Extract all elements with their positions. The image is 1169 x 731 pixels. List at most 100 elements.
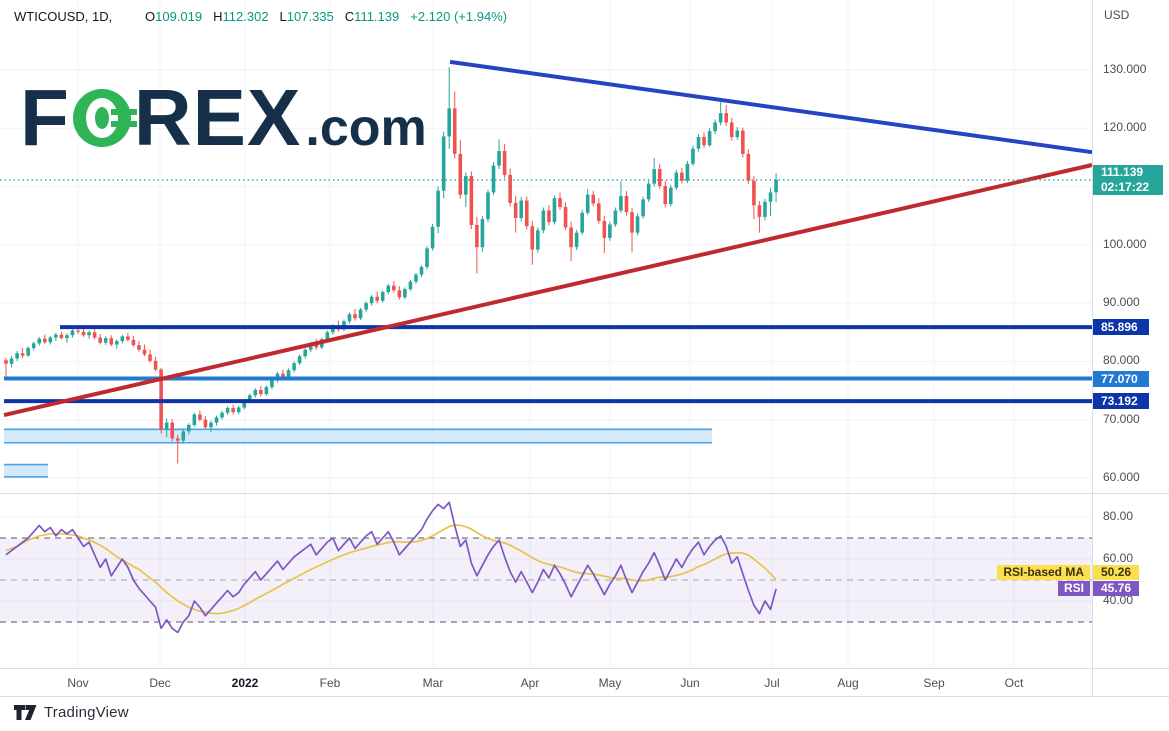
candle	[386, 285, 391, 293]
candle	[120, 336, 125, 342]
candle	[403, 289, 407, 298]
month-label-2022: 2022	[231, 676, 259, 690]
candle	[137, 345, 141, 350]
level-badge-85896: 85.896	[1093, 319, 1149, 336]
candle	[480, 219, 485, 248]
last-price-value: 111.139	[1101, 164, 1144, 179]
candle	[508, 174, 512, 203]
candle	[574, 232, 579, 248]
month-label-jun: Jun	[680, 676, 700, 690]
close-readout: C111.139	[345, 9, 399, 24]
candle	[164, 422, 169, 430]
candle	[469, 176, 474, 226]
candle	[741, 130, 745, 154]
candle	[657, 169, 662, 186]
open-value: 109.019	[155, 9, 203, 24]
high-value: 112.302	[222, 9, 269, 24]
forex-logo-f: F	[20, 73, 70, 162]
candle	[768, 192, 773, 202]
candle	[646, 183, 651, 200]
descending-resistance-trendline[interactable]	[449, 59, 1093, 155]
candle	[718, 113, 723, 123]
candle	[81, 331, 86, 336]
candle	[236, 407, 241, 413]
candle	[15, 353, 19, 359]
candle	[109, 338, 114, 345]
candle	[696, 137, 701, 149]
symbol-title[interactable]: WTICOUSD, 1D,	[14, 9, 113, 24]
month-label-jul: Jul	[764, 676, 780, 690]
month-label-feb: Feb	[319, 676, 341, 690]
candle	[142, 349, 147, 355]
candle	[608, 224, 612, 238]
candle	[447, 108, 451, 137]
candle	[270, 380, 274, 388]
low-label: L	[279, 9, 287, 24]
candle	[392, 285, 396, 291]
candle	[87, 332, 91, 336]
candle	[630, 212, 634, 233]
candle	[547, 210, 551, 223]
candle	[264, 387, 269, 395]
close-label: C	[344, 9, 355, 24]
candle	[552, 198, 557, 223]
candle	[131, 339, 136, 346]
open-label: O	[145, 9, 156, 24]
candle	[375, 296, 379, 301]
ascending-support-trendline[interactable]	[3, 163, 1093, 418]
candle	[452, 108, 457, 154]
candle	[347, 314, 352, 322]
high-label: H	[213, 9, 223, 24]
month-label-dec: Dec	[149, 676, 171, 690]
candle	[48, 337, 53, 343]
candle	[724, 113, 728, 123]
level-badge-73192: 73.192	[1093, 393, 1149, 410]
candle	[9, 358, 14, 364]
tradingview-attribution[interactable]: TradingView	[14, 704, 129, 721]
candle	[524, 200, 529, 227]
month-label-aug: Aug	[837, 676, 859, 690]
candle	[303, 349, 307, 357]
candle	[735, 130, 740, 138]
candle	[536, 230, 540, 250]
candle	[115, 341, 119, 345]
candle	[558, 198, 562, 207]
candle	[602, 220, 607, 238]
candle	[70, 330, 75, 336]
candle	[214, 417, 219, 423]
price-tick-label: 130.000	[1103, 62, 1147, 76]
candle	[4, 360, 8, 364]
candle	[358, 309, 363, 319]
candle	[92, 332, 97, 338]
rsi-tick-label: 80.00	[1103, 509, 1134, 523]
candle	[31, 343, 36, 349]
price-tick-label: 120.000	[1103, 120, 1147, 135]
chart-canvas[interactable]	[0, 0, 1169, 697]
open-readout: O109.019	[145, 9, 202, 24]
candle	[624, 195, 629, 213]
month-label-oct: Oct	[1004, 676, 1024, 690]
price-tick-label: 70.000	[1103, 411, 1140, 426]
candle	[231, 408, 235, 413]
rsi-tick-label: 60.00	[1103, 551, 1134, 565]
candle	[37, 338, 42, 344]
candle	[192, 414, 197, 425]
candle	[65, 335, 69, 339]
candle	[20, 353, 25, 356]
candle	[585, 194, 590, 213]
candle	[54, 334, 58, 338]
candle	[702, 137, 706, 146]
candle	[364, 303, 368, 310]
candle	[652, 169, 656, 184]
forex-logo-rex: REX	[133, 73, 302, 162]
candle	[187, 424, 191, 432]
candle	[325, 332, 330, 340]
high-readout: H112.302	[213, 9, 268, 24]
rsi-line	[5, 501, 777, 634]
price-tick-label: 100.000	[1103, 236, 1147, 251]
candle	[707, 131, 712, 146]
forex-logo-o-icon	[72, 89, 137, 148]
candle	[353, 314, 357, 319]
candle	[691, 148, 695, 164]
